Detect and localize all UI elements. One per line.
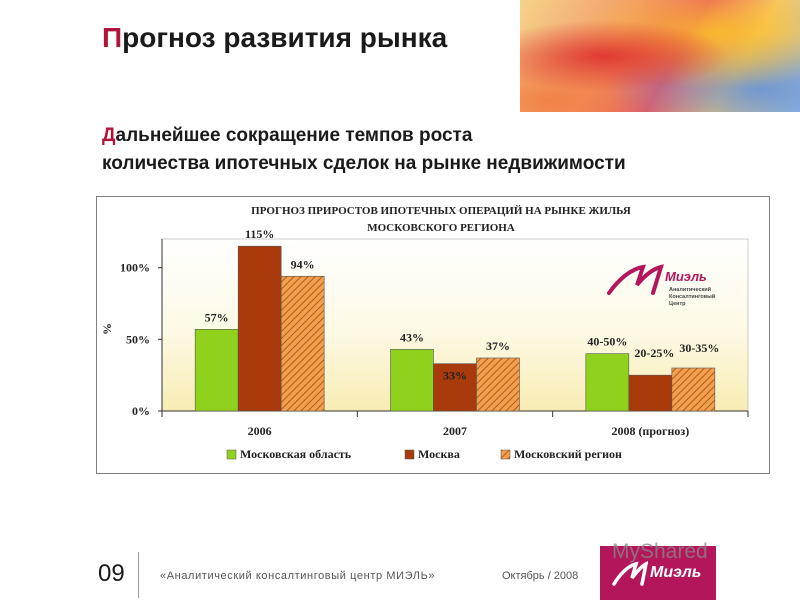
legend-label: Московская область xyxy=(240,447,352,461)
bar xyxy=(671,367,716,412)
bar xyxy=(390,349,434,412)
bar xyxy=(476,357,520,412)
legend-swatch xyxy=(226,449,237,460)
x-tick-label: 2008 (прогноз) xyxy=(611,424,689,438)
subtitle-first-letter: Д xyxy=(102,125,116,146)
chart-logo-caption-3: Центр xyxy=(669,301,686,307)
data-label: 94% xyxy=(291,257,315,271)
subtitle-line-2: количества ипотечных сделок на рынке нед… xyxy=(102,153,626,174)
x-tick-label: 2007 xyxy=(443,424,467,438)
subtitle-line-1-rest: альнейшее сокращение темпов роста xyxy=(115,125,473,146)
legend-label: Московский регион xyxy=(514,447,622,461)
chart-title-line-1: ПРОГНОЗ ПРИРОСТОВ ИПОТЕЧНЫХ ОПЕРАЦИЙ НА … xyxy=(251,205,631,217)
data-label: 40-50% xyxy=(587,335,627,349)
chart-logo-name: Миэль xyxy=(665,269,707,284)
legend-swatch xyxy=(404,449,415,460)
decorative-watercolor-image xyxy=(520,0,800,112)
chart-data-labels: 57% 115% 94% 43% 33% 37% 40-50% 20-25% 30-35% xyxy=(205,227,720,383)
bar xyxy=(237,245,282,412)
title-first-letter: П xyxy=(102,22,123,53)
bar xyxy=(280,275,325,412)
data-label: 115% xyxy=(245,227,274,241)
data-label: 30-35% xyxy=(679,341,719,355)
chart-logo-mark-icon xyxy=(607,264,664,295)
footer-organization: «Аналитический консалтинговый центр МИЭЛ… xyxy=(160,570,436,582)
data-label: 57% xyxy=(205,310,229,324)
title-rest: рогноз развития рынка xyxy=(122,22,448,53)
data-label: 20-25% xyxy=(634,346,674,360)
chart-logo-caption-2: Консалтинговый xyxy=(669,293,715,300)
footer-divider xyxy=(138,552,139,598)
chart-legend: Московская область Москва Московский регио… xyxy=(226,447,622,461)
footer-date: Октябрь / 2008 xyxy=(502,570,579,582)
chart-title-line-2: МОСКОВСКОГО РЕГИОНА xyxy=(367,222,515,234)
chart-bars xyxy=(194,245,716,412)
logo-mark-icon xyxy=(612,561,648,586)
chart-logo: Миэль Аналитический Консалтинговый Центр xyxy=(607,264,715,307)
bar xyxy=(194,329,239,412)
chart-frame: ПРОГНОЗ ПРИРОСТОВ ИПОТЕЧНЫХ ОПЕРАЦИЙ НА … xyxy=(96,196,770,474)
slide-number: 09 xyxy=(98,560,125,587)
bar-chart: ПРОГНОЗ ПРИРОСТОВ ИПОТЕЧНЫХ ОПЕРАЦИЙ НА … xyxy=(100,205,749,461)
bar xyxy=(628,374,673,412)
bar xyxy=(433,363,477,412)
legend-swatch xyxy=(500,449,511,460)
bar xyxy=(585,353,630,412)
logo-name: Миэль xyxy=(650,564,702,581)
y-tick-label: 0% xyxy=(132,404,150,418)
page-subtitle: Дальнейшее сокращение темпов роста колич… xyxy=(102,122,626,178)
y-tick-label: 50% xyxy=(126,332,150,346)
data-label: 43% xyxy=(400,330,424,344)
watermark: MyShared xyxy=(612,540,708,563)
subtitle-line-1: Дальнейшее сокращение темпов роста xyxy=(102,122,626,150)
company-logo: Миэль xyxy=(600,546,716,600)
chart-logo-caption-1: Аналитический xyxy=(669,286,711,293)
y-axis-label: % xyxy=(100,323,114,335)
legend-label: Москва xyxy=(418,447,460,461)
page-title: Прогноз развития рынка xyxy=(102,22,447,54)
x-tick-label: 2006 xyxy=(248,424,272,438)
data-label: 33% xyxy=(443,369,467,383)
data-label: 37% xyxy=(486,339,510,353)
y-tick-label: 100% xyxy=(120,261,150,275)
